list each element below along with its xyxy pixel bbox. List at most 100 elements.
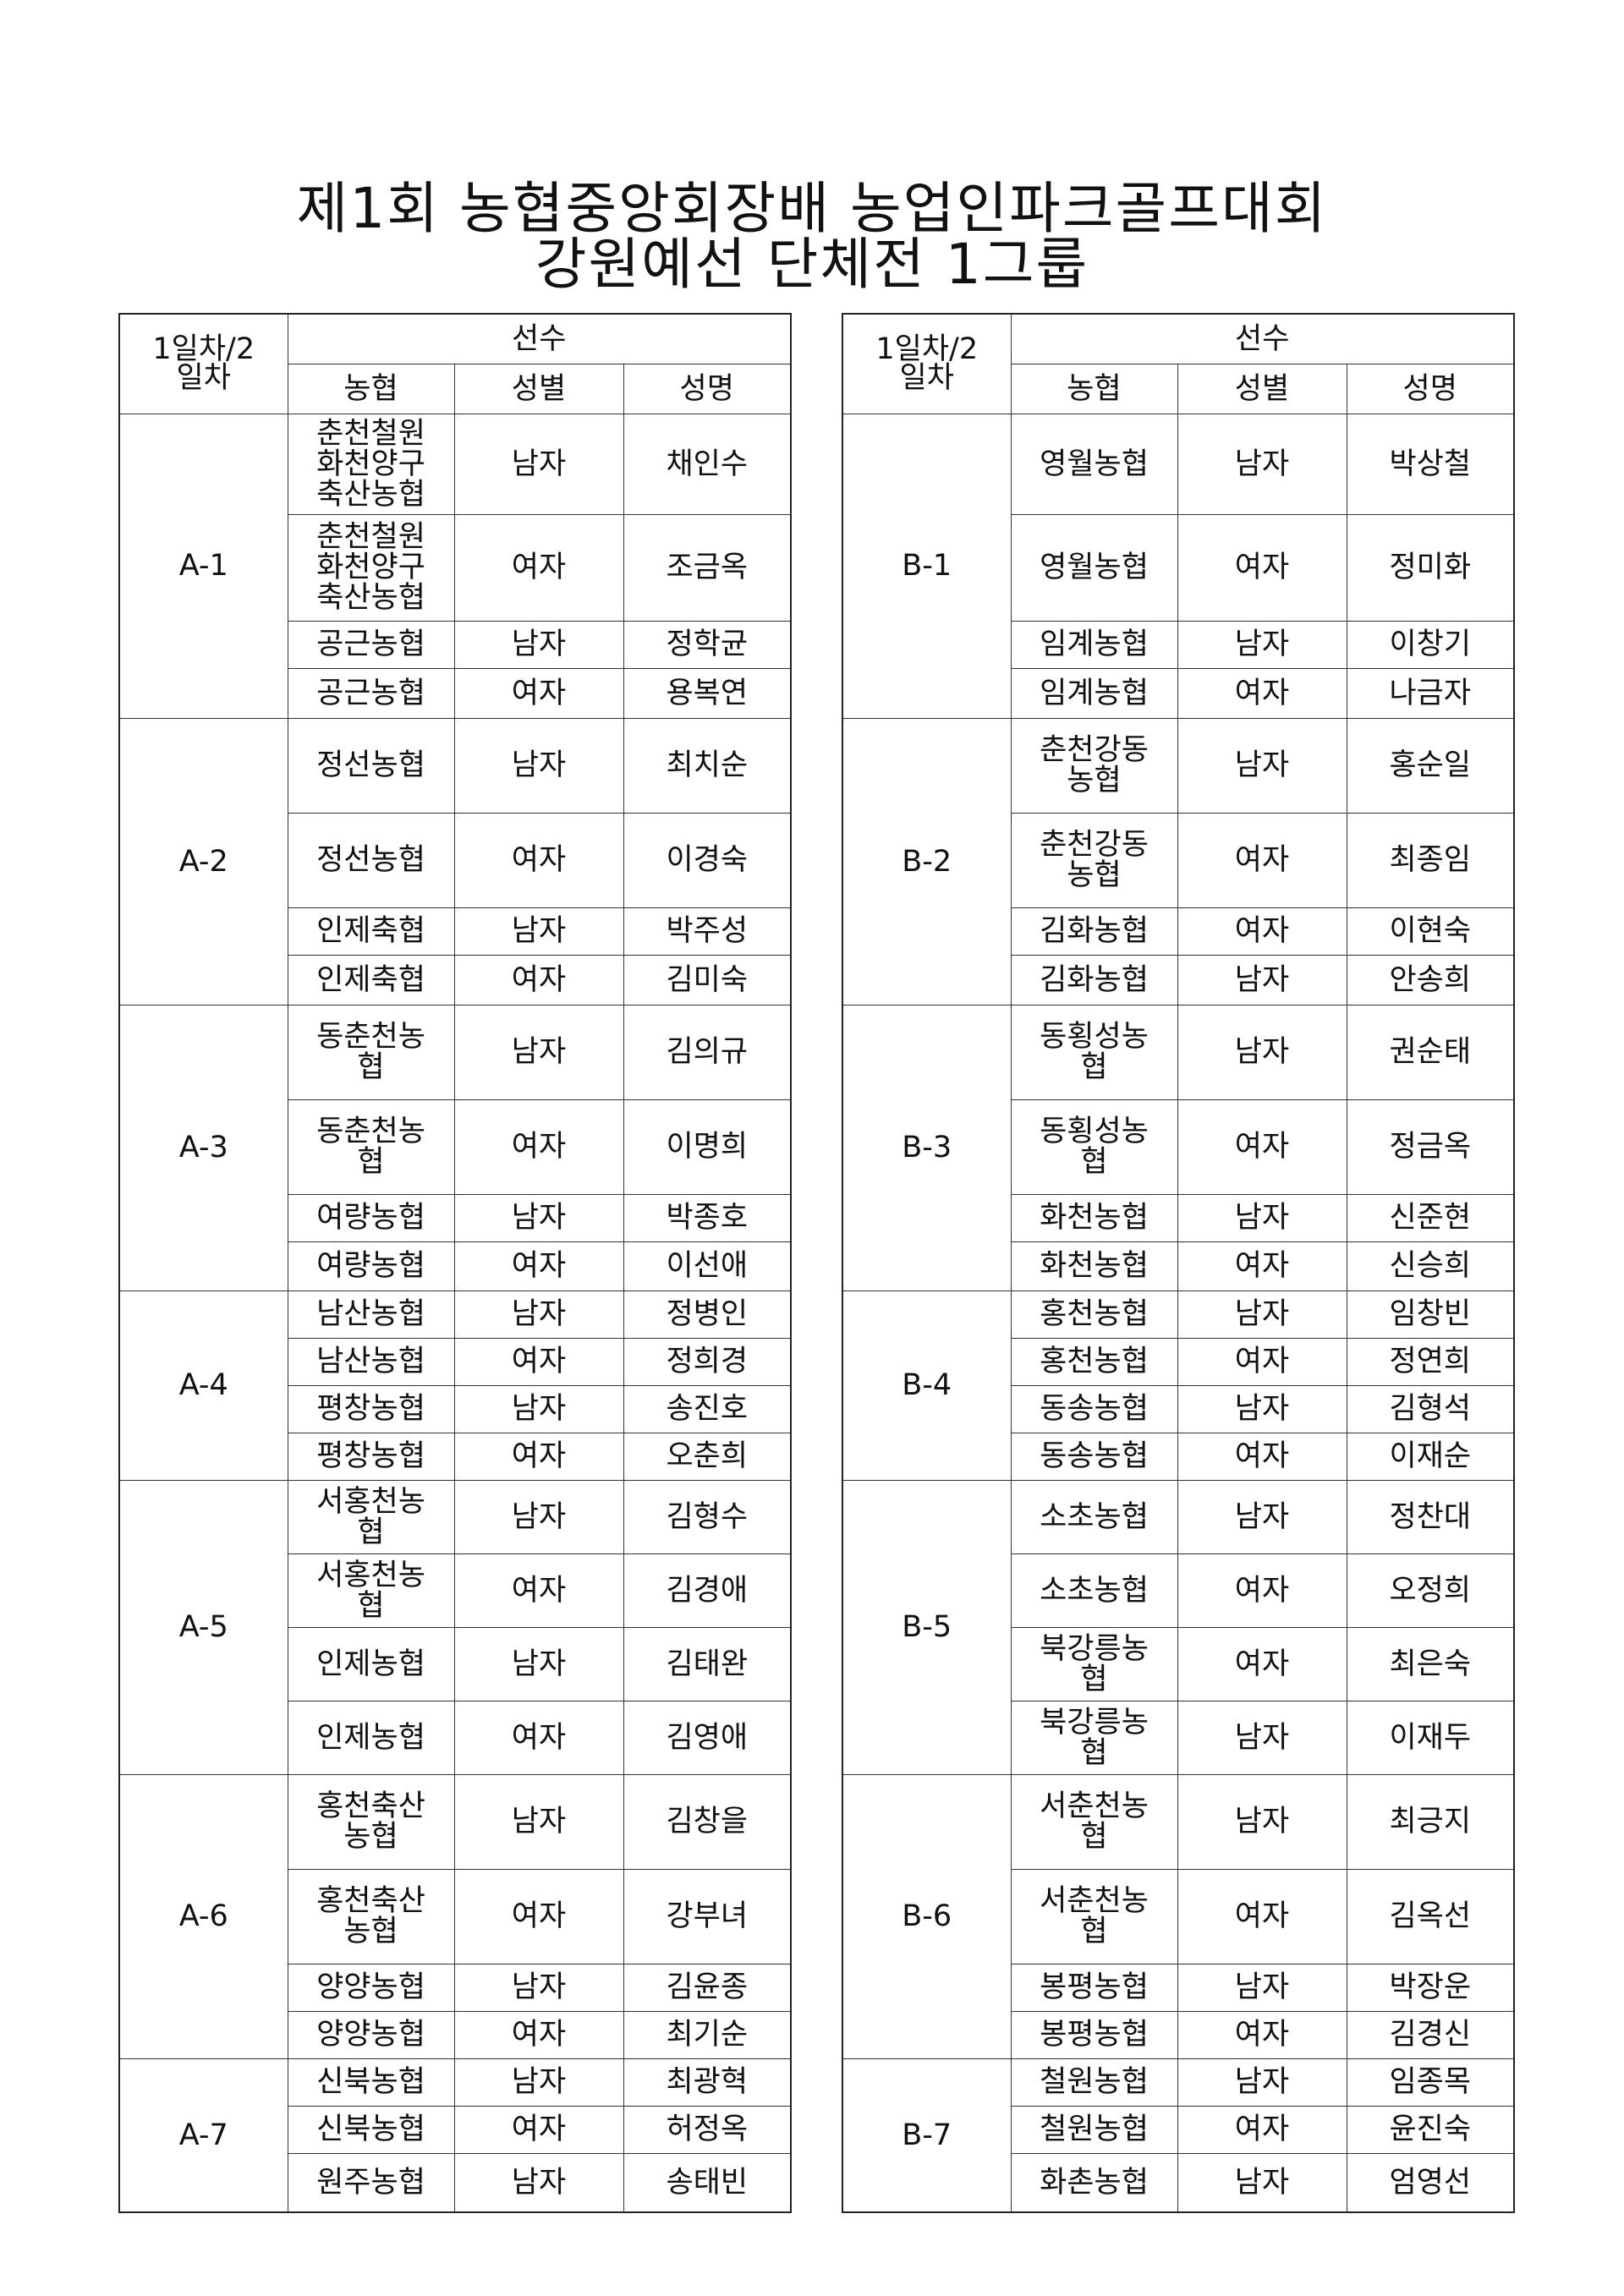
name: 이경숙 (623, 812, 792, 908)
gender: 여자 (453, 954, 624, 1006)
group-label: B-1 (842, 413, 1012, 719)
name: 이창기 (1346, 620, 1515, 669)
name: 김태완 (623, 1626, 792, 1701)
coop: 평창농협 (287, 1384, 455, 1433)
group-label: A-2 (118, 717, 288, 1006)
coop: 영월농협 (1010, 413, 1178, 515)
name: 신승희 (1346, 1241, 1515, 1291)
round-header: 1일차/2 일차 (118, 313, 288, 414)
gender: 여자 (1177, 1868, 1347, 1964)
gender: 여자 (453, 1337, 624, 1386)
player-row: B-5 소초농협 남자 정찬대 (842, 1479, 1515, 1775)
gender: 여자 (453, 1099, 624, 1195)
name: 김의규 (623, 1004, 792, 1100)
player-row: 평창농협 남자 송진호 (119, 1384, 792, 1433)
gender: 남자 (453, 1479, 624, 1554)
name: 송태빈 (623, 2152, 792, 2213)
player-row: 서춘천농 협 여자 김옥선 (842, 1868, 1515, 1964)
player-row: 인제농협 여자 김영애 (119, 1700, 792, 1775)
coop: 서홍천농 협 (287, 1479, 455, 1554)
name: 오정희 (1346, 1553, 1515, 1628)
player-row: 인제축협 남자 박주성 (119, 907, 792, 956)
players-header: 선수 (1010, 313, 1515, 364)
name: 최은숙 (1346, 1626, 1515, 1701)
coop: 동송농협 (1010, 1432, 1178, 1481)
coop: 원주농협 (287, 2152, 455, 2213)
group-label: A-1 (118, 413, 288, 719)
coop: 공근농협 (287, 667, 455, 719)
player-row: 원주농협 남자 송태빈 (119, 2152, 792, 2213)
name: 박상철 (1346, 413, 1515, 515)
gender: 여자 (1177, 2010, 1347, 2059)
gender: 남자 (1177, 620, 1347, 669)
name: 김미숙 (623, 954, 792, 1006)
name: 채인수 (623, 413, 792, 515)
gender: 여자 (1177, 1337, 1347, 1386)
gender: 여자 (1177, 1432, 1347, 1481)
coop: 홍천축산 농협 (287, 1773, 455, 1870)
coop: 동송농협 (1010, 1384, 1178, 1433)
player-row: 평창농협 여자 오춘희 (119, 1432, 792, 1481)
coop: 남산농협 (287, 1337, 455, 1386)
player-row: 동송농협 남자 김형석 (842, 1384, 1515, 1433)
coop: 영월농협 (1010, 513, 1178, 622)
player-row: 화천농협 여자 신승희 (842, 1241, 1515, 1291)
name: 신준현 (1346, 1193, 1515, 1242)
name: 정미화 (1346, 513, 1515, 622)
coop: 신북농협 (287, 2105, 455, 2154)
header-row: 농협 성별 성명 (119, 363, 792, 414)
players-header: 선수 (287, 313, 792, 364)
coop: 철원농협 (1010, 2058, 1178, 2107)
gender: 남자 (1177, 1384, 1347, 1433)
gender: 남자 (1177, 1290, 1347, 1339)
column-header: 성별 (453, 363, 624, 414)
gender: 남자 (1177, 2058, 1347, 2107)
name: 안송희 (1346, 954, 1515, 1006)
coop: 임계농협 (1010, 620, 1178, 669)
name: 정학균 (623, 620, 792, 669)
coop: 춘천철원 화천양구 축산농협 (287, 413, 455, 515)
player-row: B-6 서춘천농 협 남자 최긍지 (842, 1773, 1515, 2059)
name: 정찬대 (1346, 1479, 1515, 1554)
name: 권순태 (1346, 1004, 1515, 1100)
name: 김창을 (623, 1773, 792, 1870)
gender: 남자 (453, 1626, 624, 1701)
group-label: A-3 (118, 1004, 288, 1291)
player-row: 김화농협 여자 이현숙 (842, 907, 1515, 956)
player-row: 임계농협 여자 나금자 (842, 667, 1515, 719)
player-row: 양양농협 여자 최기순 (119, 2010, 792, 2059)
gender: 남자 (1177, 413, 1347, 515)
coop: 인제농협 (287, 1626, 455, 1701)
player-row: 여량농협 남자 박종호 (119, 1193, 792, 1242)
name: 임종목 (1346, 2058, 1515, 2107)
gender: 남자 (1177, 954, 1347, 1006)
coop: 서홍천농 협 (287, 1553, 455, 1628)
coop: 북강릉농 협 (1010, 1626, 1178, 1701)
name: 이현숙 (1346, 907, 1515, 956)
group-label: B-7 (842, 2058, 1012, 2213)
name: 엄영선 (1346, 2152, 1515, 2213)
gender: 남자 (453, 620, 624, 669)
gender: 여자 (453, 513, 624, 622)
gender: 남자 (453, 1290, 624, 1339)
gender: 남자 (1177, 1963, 1347, 2012)
gender: 여자 (453, 667, 624, 719)
name: 정연희 (1346, 1337, 1515, 1386)
group-label: A-6 (118, 1773, 288, 2059)
gender: 여자 (1177, 2105, 1347, 2154)
player-row: 정선농협 여자 이경숙 (119, 812, 792, 908)
group-label: B-4 (842, 1290, 1012, 1481)
gender: 남자 (453, 1193, 624, 1242)
gender: 여자 (1177, 1553, 1347, 1628)
coop: 춘천강동 농협 (1010, 717, 1178, 814)
coop: 인제축협 (287, 954, 455, 1006)
coop: 홍천농협 (1010, 1337, 1178, 1386)
name: 송진호 (623, 1384, 792, 1433)
name: 임창빈 (1346, 1290, 1515, 1339)
player-row: A-4 남산농협 남자 정병인 (118, 1290, 792, 1481)
gender: 여자 (1177, 1241, 1347, 1291)
coop: 북강릉농 협 (1010, 1700, 1178, 1775)
name: 용복연 (623, 667, 792, 719)
